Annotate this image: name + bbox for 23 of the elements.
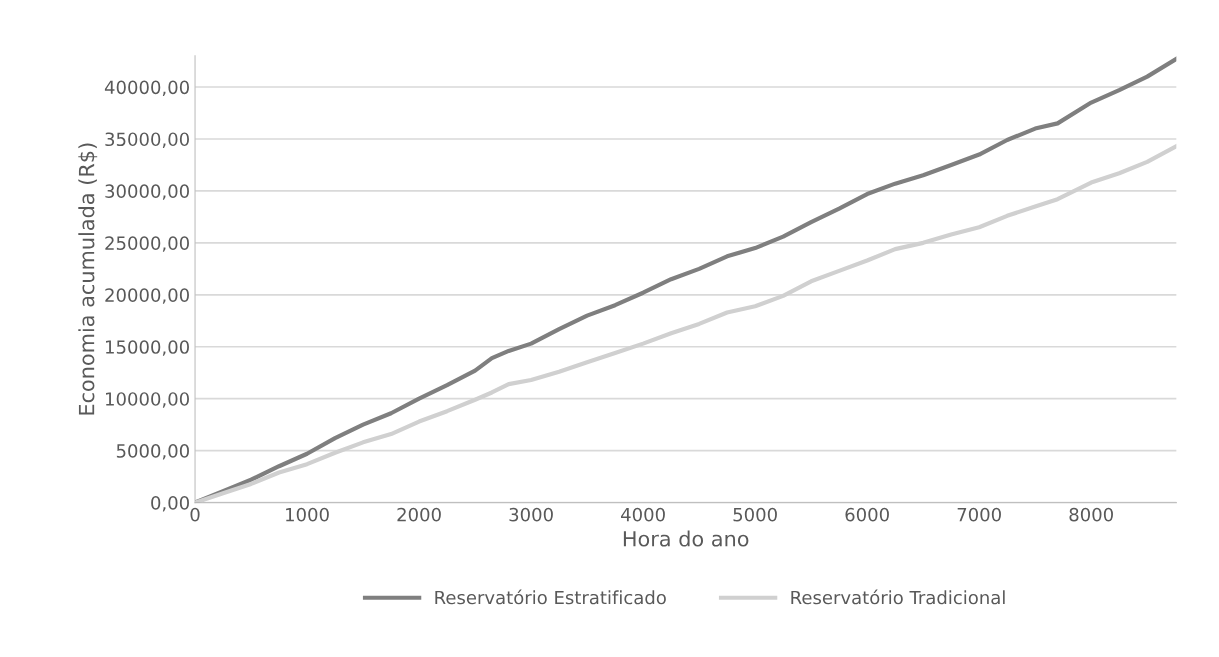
legend-label: Reservatório Estratificado [435, 589, 666, 605]
x-tick-label: 6000 [845, 507, 889, 522]
x-tick-label: 3000 [509, 507, 553, 522]
y-tick-label: 10000,00 [106, 392, 189, 408]
y-tick-label: 25000,00 [105, 236, 189, 252]
y-tick-label: 30000,00 [105, 184, 189, 200]
x-tick-label: 8000 [1069, 507, 1113, 522]
x-tick-label: 5000 [733, 507, 777, 522]
x-tick-label: 4000 [621, 507, 665, 522]
y-tick-label: 0,00 [151, 496, 189, 512]
legend-label: Reservatório Tradicional [791, 589, 1005, 605]
x-tick-label: 1000 [286, 507, 329, 522]
x-tick-label: 7000 [957, 507, 1001, 522]
y-tick-label: 40000,00 [104, 80, 189, 96]
x-axis-title: Hora do ano [623, 530, 749, 547]
line-series [195, 56, 1177, 503]
x-tick-label: 2000 [397, 507, 441, 522]
y-tick-label: 5000,00 [116, 444, 189, 460]
x-tick-label: 0 [190, 507, 200, 522]
y-tick-label: 20000,00 [105, 288, 189, 304]
y-tick-label: 35000,00 [105, 132, 189, 148]
y-axis-title: Economia acumulada (R$) [78, 143, 98, 415]
y-tick-label: 15000,00 [106, 340, 189, 356]
